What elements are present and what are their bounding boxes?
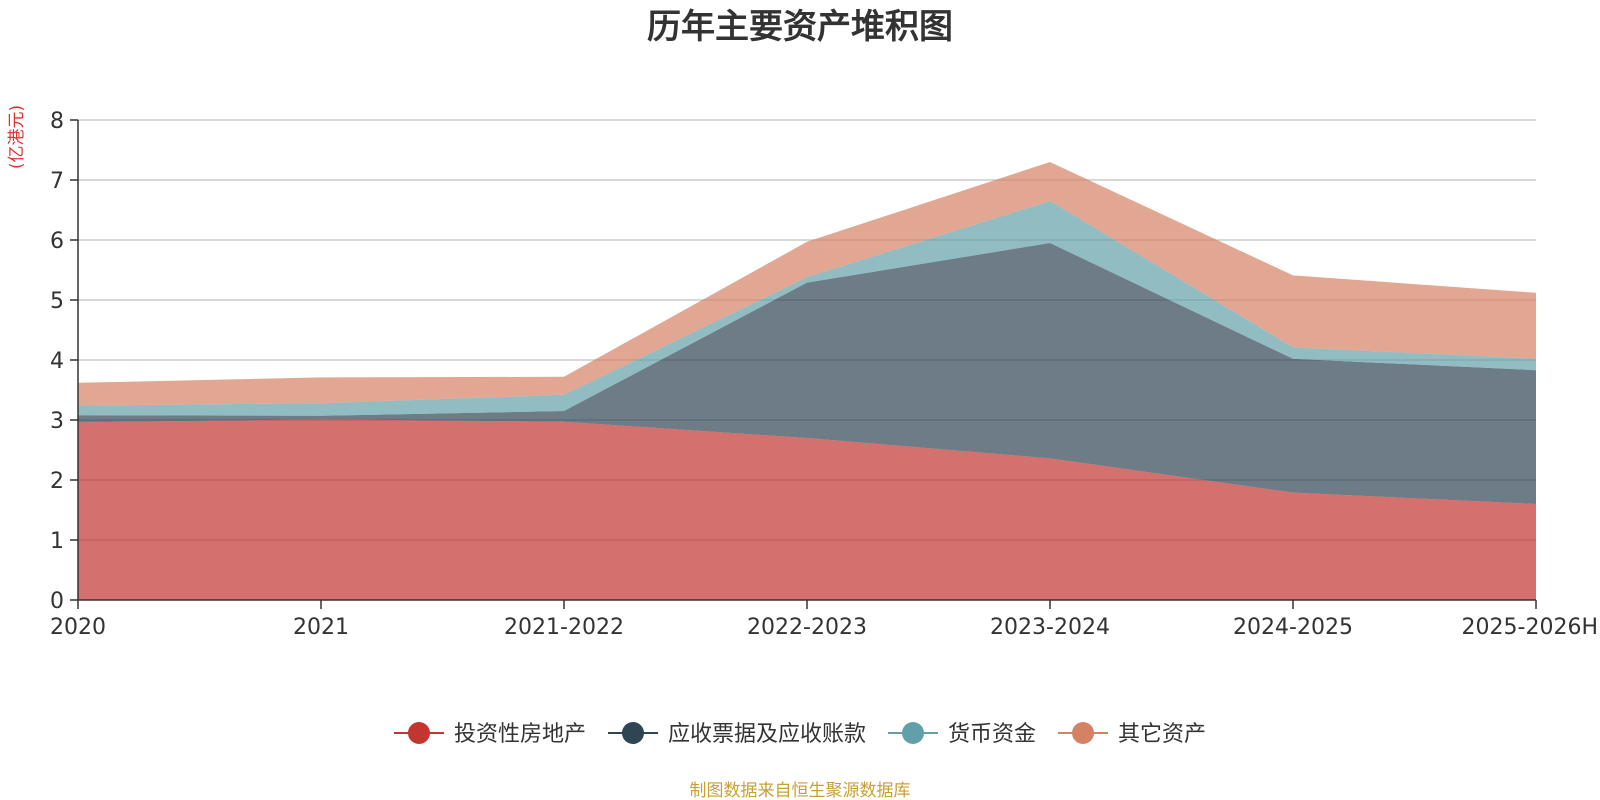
y-tick-label: 0 <box>50 589 64 614</box>
x-tick-label: 2023-2024 <box>990 615 1110 640</box>
data-source-note: 制图数据来自恒生聚源数据库 <box>690 781 911 800</box>
x-tick-label: 2021-2022 <box>504 615 624 640</box>
y-tick-label: 6 <box>50 229 64 254</box>
y-tick-label: 4 <box>50 349 64 374</box>
x-tick-label: 2024-2025 <box>1233 615 1353 640</box>
legend-marker <box>621 722 644 744</box>
legend: 投资性房地产 应收票据及应收账款 货币资金 其它资产 <box>393 722 1206 747</box>
legend-item: 货币资金 <box>888 722 1036 747</box>
y-axis-unit-label: (亿港元) <box>7 105 27 169</box>
legend-label: 应收票据及应收账款 <box>668 722 866 747</box>
y-tick-label: 3 <box>50 409 64 434</box>
x-tick-label: 2022-2023 <box>747 615 867 640</box>
area-其它资产 <box>78 162 1536 406</box>
legend-marker <box>407 722 430 744</box>
legend-marker <box>1072 722 1095 744</box>
y-tick-label: 7 <box>50 169 64 194</box>
legend-marker <box>902 722 924 744</box>
y-tick-label: 5 <box>50 289 64 314</box>
legend-item: 应收票据及应收账款 <box>607 722 866 747</box>
legend-label: 其它资产 <box>1118 722 1206 747</box>
x-tick-label: 2020 <box>50 615 106 640</box>
area-应收票据及应收账款 <box>78 243 1536 504</box>
y-tick-label: 8 <box>50 109 64 134</box>
legend-label: 投资性房地产 <box>454 722 586 747</box>
axes <box>70 119 1537 609</box>
x-tick-labels: 2020 2021 2021-2022 2022-2023 2023-2024 2024-… <box>50 615 1598 640</box>
chart-title: 历年主要资产堆积图 <box>647 7 953 47</box>
legend-label: 货币资金 <box>948 722 1036 747</box>
x-tick-label: 2025-2026H <box>1462 615 1598 640</box>
y-tick-label: 2 <box>50 469 64 494</box>
area-series <box>78 162 1536 600</box>
x-tick-label: 2021 <box>293 615 349 640</box>
legend-item: 投资性房地产 <box>393 722 586 747</box>
legend-item: 其它资产 <box>1058 722 1206 747</box>
y-tick-labels: 0 1 2 3 4 5 6 7 8 <box>50 109 64 614</box>
y-tick-label: 1 <box>50 529 64 554</box>
area-投资性房地产 <box>78 419 1536 600</box>
